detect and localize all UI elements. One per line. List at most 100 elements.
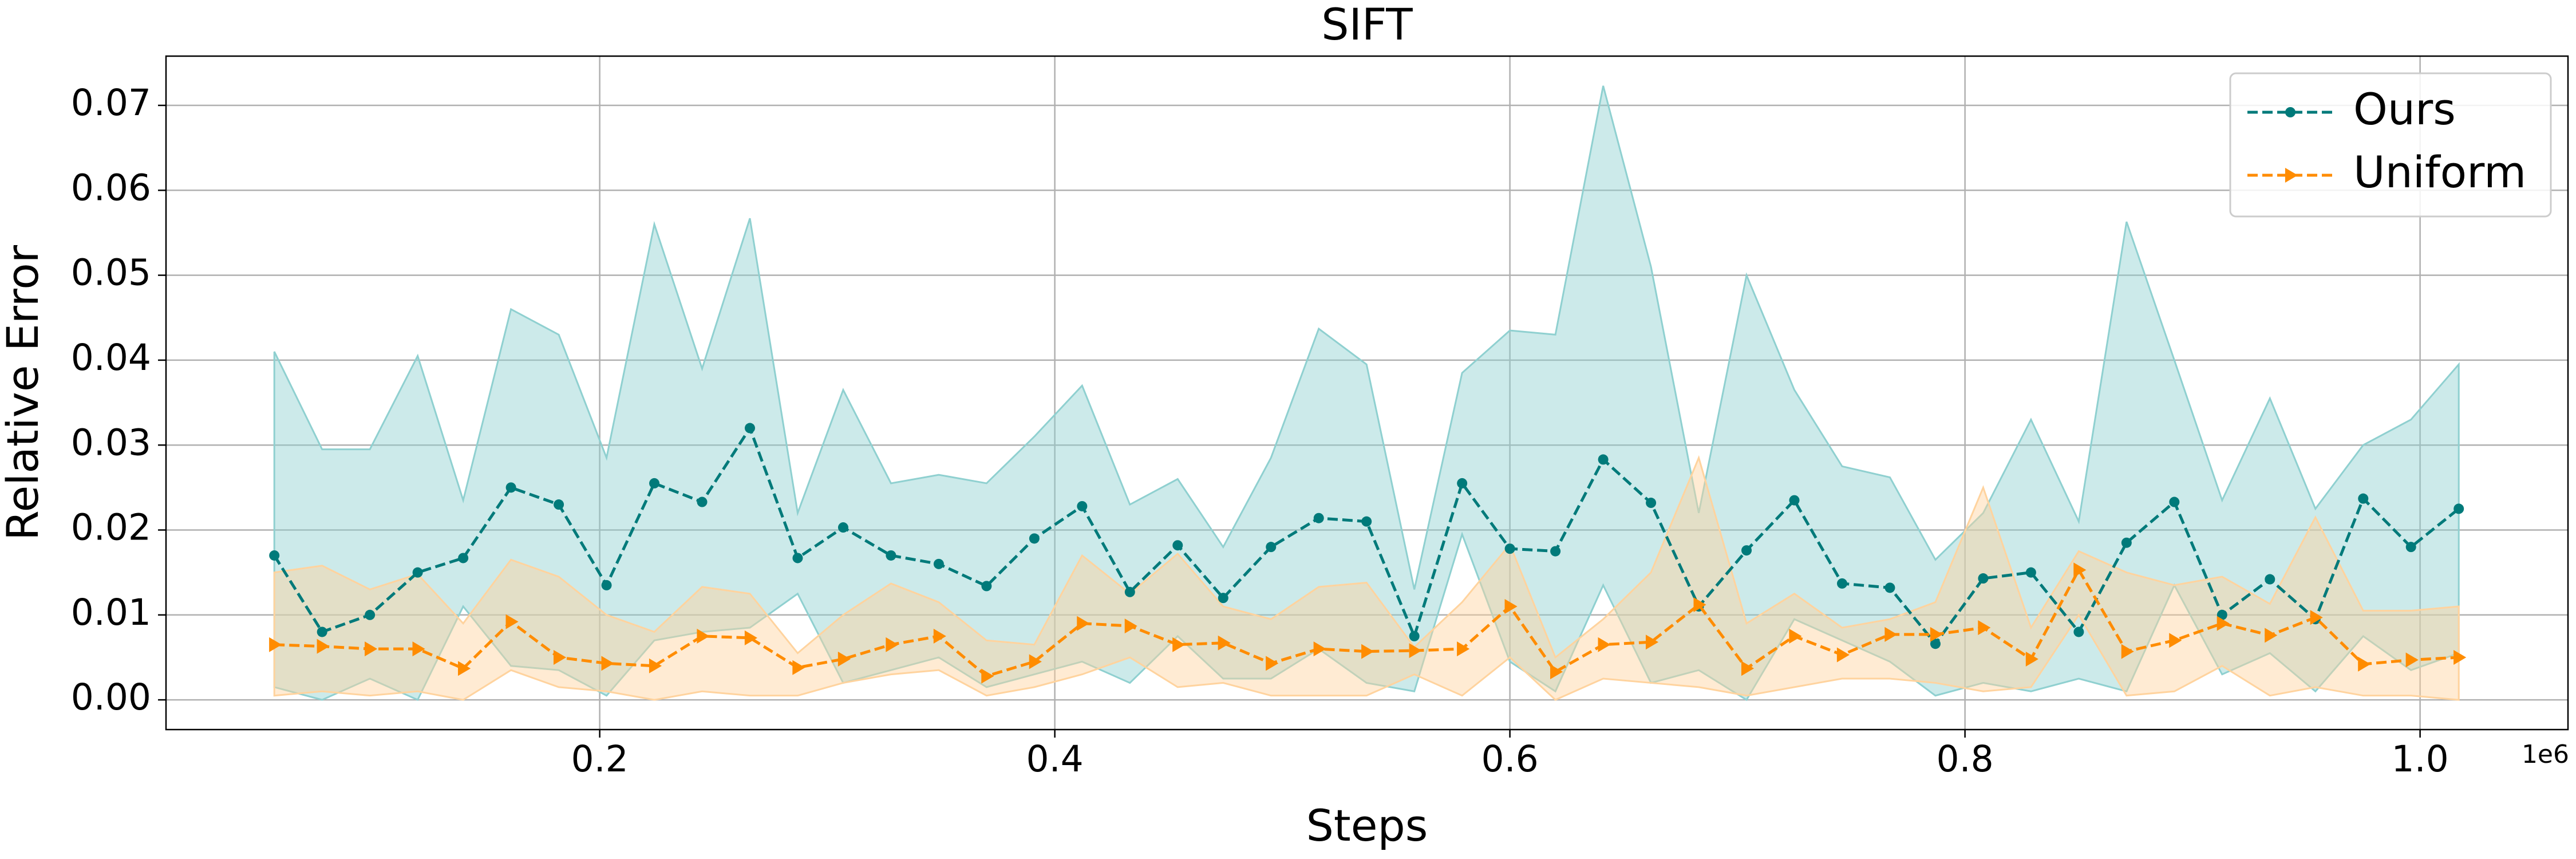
point <box>505 614 519 629</box>
point <box>1029 533 1040 544</box>
point <box>269 637 282 652</box>
x-axis-label: Steps <box>1306 800 1428 851</box>
x-tick-label: 0.4 <box>1026 738 1084 780</box>
point <box>744 630 757 645</box>
point <box>837 651 851 667</box>
point <box>1789 495 1800 506</box>
point <box>412 641 425 657</box>
point <box>1789 628 1802 644</box>
point <box>1124 618 1137 634</box>
y-tick-label: 0.03 <box>71 421 151 463</box>
point <box>792 660 805 675</box>
point <box>458 661 471 676</box>
x-tick-label: 0.8 <box>1937 738 1994 780</box>
point <box>1550 546 1561 557</box>
point <box>1077 616 1090 631</box>
point <box>1598 637 1611 652</box>
point <box>1077 501 1088 511</box>
point <box>2121 537 2132 548</box>
point <box>2025 651 2038 667</box>
point <box>1266 542 1277 553</box>
point <box>2265 574 2275 585</box>
point <box>1218 635 1231 651</box>
point <box>2453 649 2467 665</box>
point <box>601 656 614 671</box>
point <box>1266 656 1279 671</box>
legend-box <box>2229 72 2552 218</box>
point <box>2073 562 2087 578</box>
legend: Ours Uniform <box>2229 72 2552 218</box>
error-band <box>273 455 2460 701</box>
x-tick-label: 1.0 <box>2392 738 2449 780</box>
point <box>1409 631 1420 641</box>
point <box>1598 454 1609 465</box>
point <box>1313 641 1326 657</box>
legend-label: Uniform <box>2353 147 2526 198</box>
point <box>412 567 423 578</box>
legend-marker <box>2285 107 2296 117</box>
point <box>837 522 848 533</box>
point <box>317 626 327 637</box>
point <box>2217 616 2230 631</box>
point <box>1504 543 1515 554</box>
point <box>2265 628 2278 643</box>
y-tick-label: 0.07 <box>71 82 151 124</box>
y-tick-label: 0.02 <box>71 507 151 549</box>
point <box>981 668 994 684</box>
point <box>1457 478 1468 488</box>
chart-title: SIFT <box>1321 0 1413 50</box>
point <box>2025 567 2036 578</box>
point <box>1978 573 1989 584</box>
point <box>1504 598 1518 614</box>
point <box>697 497 708 507</box>
point <box>2169 633 2182 648</box>
y-tick-label: 0.05 <box>71 252 151 294</box>
point <box>1646 498 1657 509</box>
point <box>886 550 896 561</box>
y-axis-label: Relative Error <box>0 245 48 541</box>
point <box>1124 586 1135 597</box>
point <box>1884 582 1895 593</box>
point <box>2169 497 2180 507</box>
point <box>744 423 755 434</box>
point <box>2121 644 2134 659</box>
point <box>1029 654 1042 669</box>
x-offset-label: 1e6 <box>2522 740 2569 769</box>
point <box>1361 644 1374 659</box>
point <box>1884 626 1898 642</box>
point <box>1218 593 1228 604</box>
y-tick-label: 0.00 <box>71 676 151 718</box>
point <box>365 641 378 657</box>
legend-label: Ours <box>2353 84 2456 135</box>
point <box>553 649 567 665</box>
point <box>2453 503 2464 514</box>
point <box>269 550 280 561</box>
point <box>1930 639 1941 649</box>
point <box>601 580 612 590</box>
point <box>1836 578 1847 589</box>
point <box>317 639 330 654</box>
point <box>505 482 516 493</box>
y-tick-label: 0.04 <box>71 337 151 379</box>
point <box>933 628 946 644</box>
point <box>886 637 899 652</box>
point <box>1457 641 1470 657</box>
point <box>1836 647 1850 663</box>
point <box>981 581 992 592</box>
y-tick-label: 0.01 <box>71 592 151 633</box>
point <box>1930 626 1943 642</box>
point <box>697 628 710 644</box>
point <box>1172 637 1186 652</box>
point <box>2217 609 2227 620</box>
point <box>2073 626 2084 637</box>
point <box>649 478 660 488</box>
point <box>1645 635 1659 650</box>
point <box>365 609 376 620</box>
point <box>554 499 564 510</box>
point <box>1550 664 1563 680</box>
series-line <box>274 567 2459 678</box>
legend-marker <box>2285 168 2298 183</box>
point <box>1978 620 1991 636</box>
